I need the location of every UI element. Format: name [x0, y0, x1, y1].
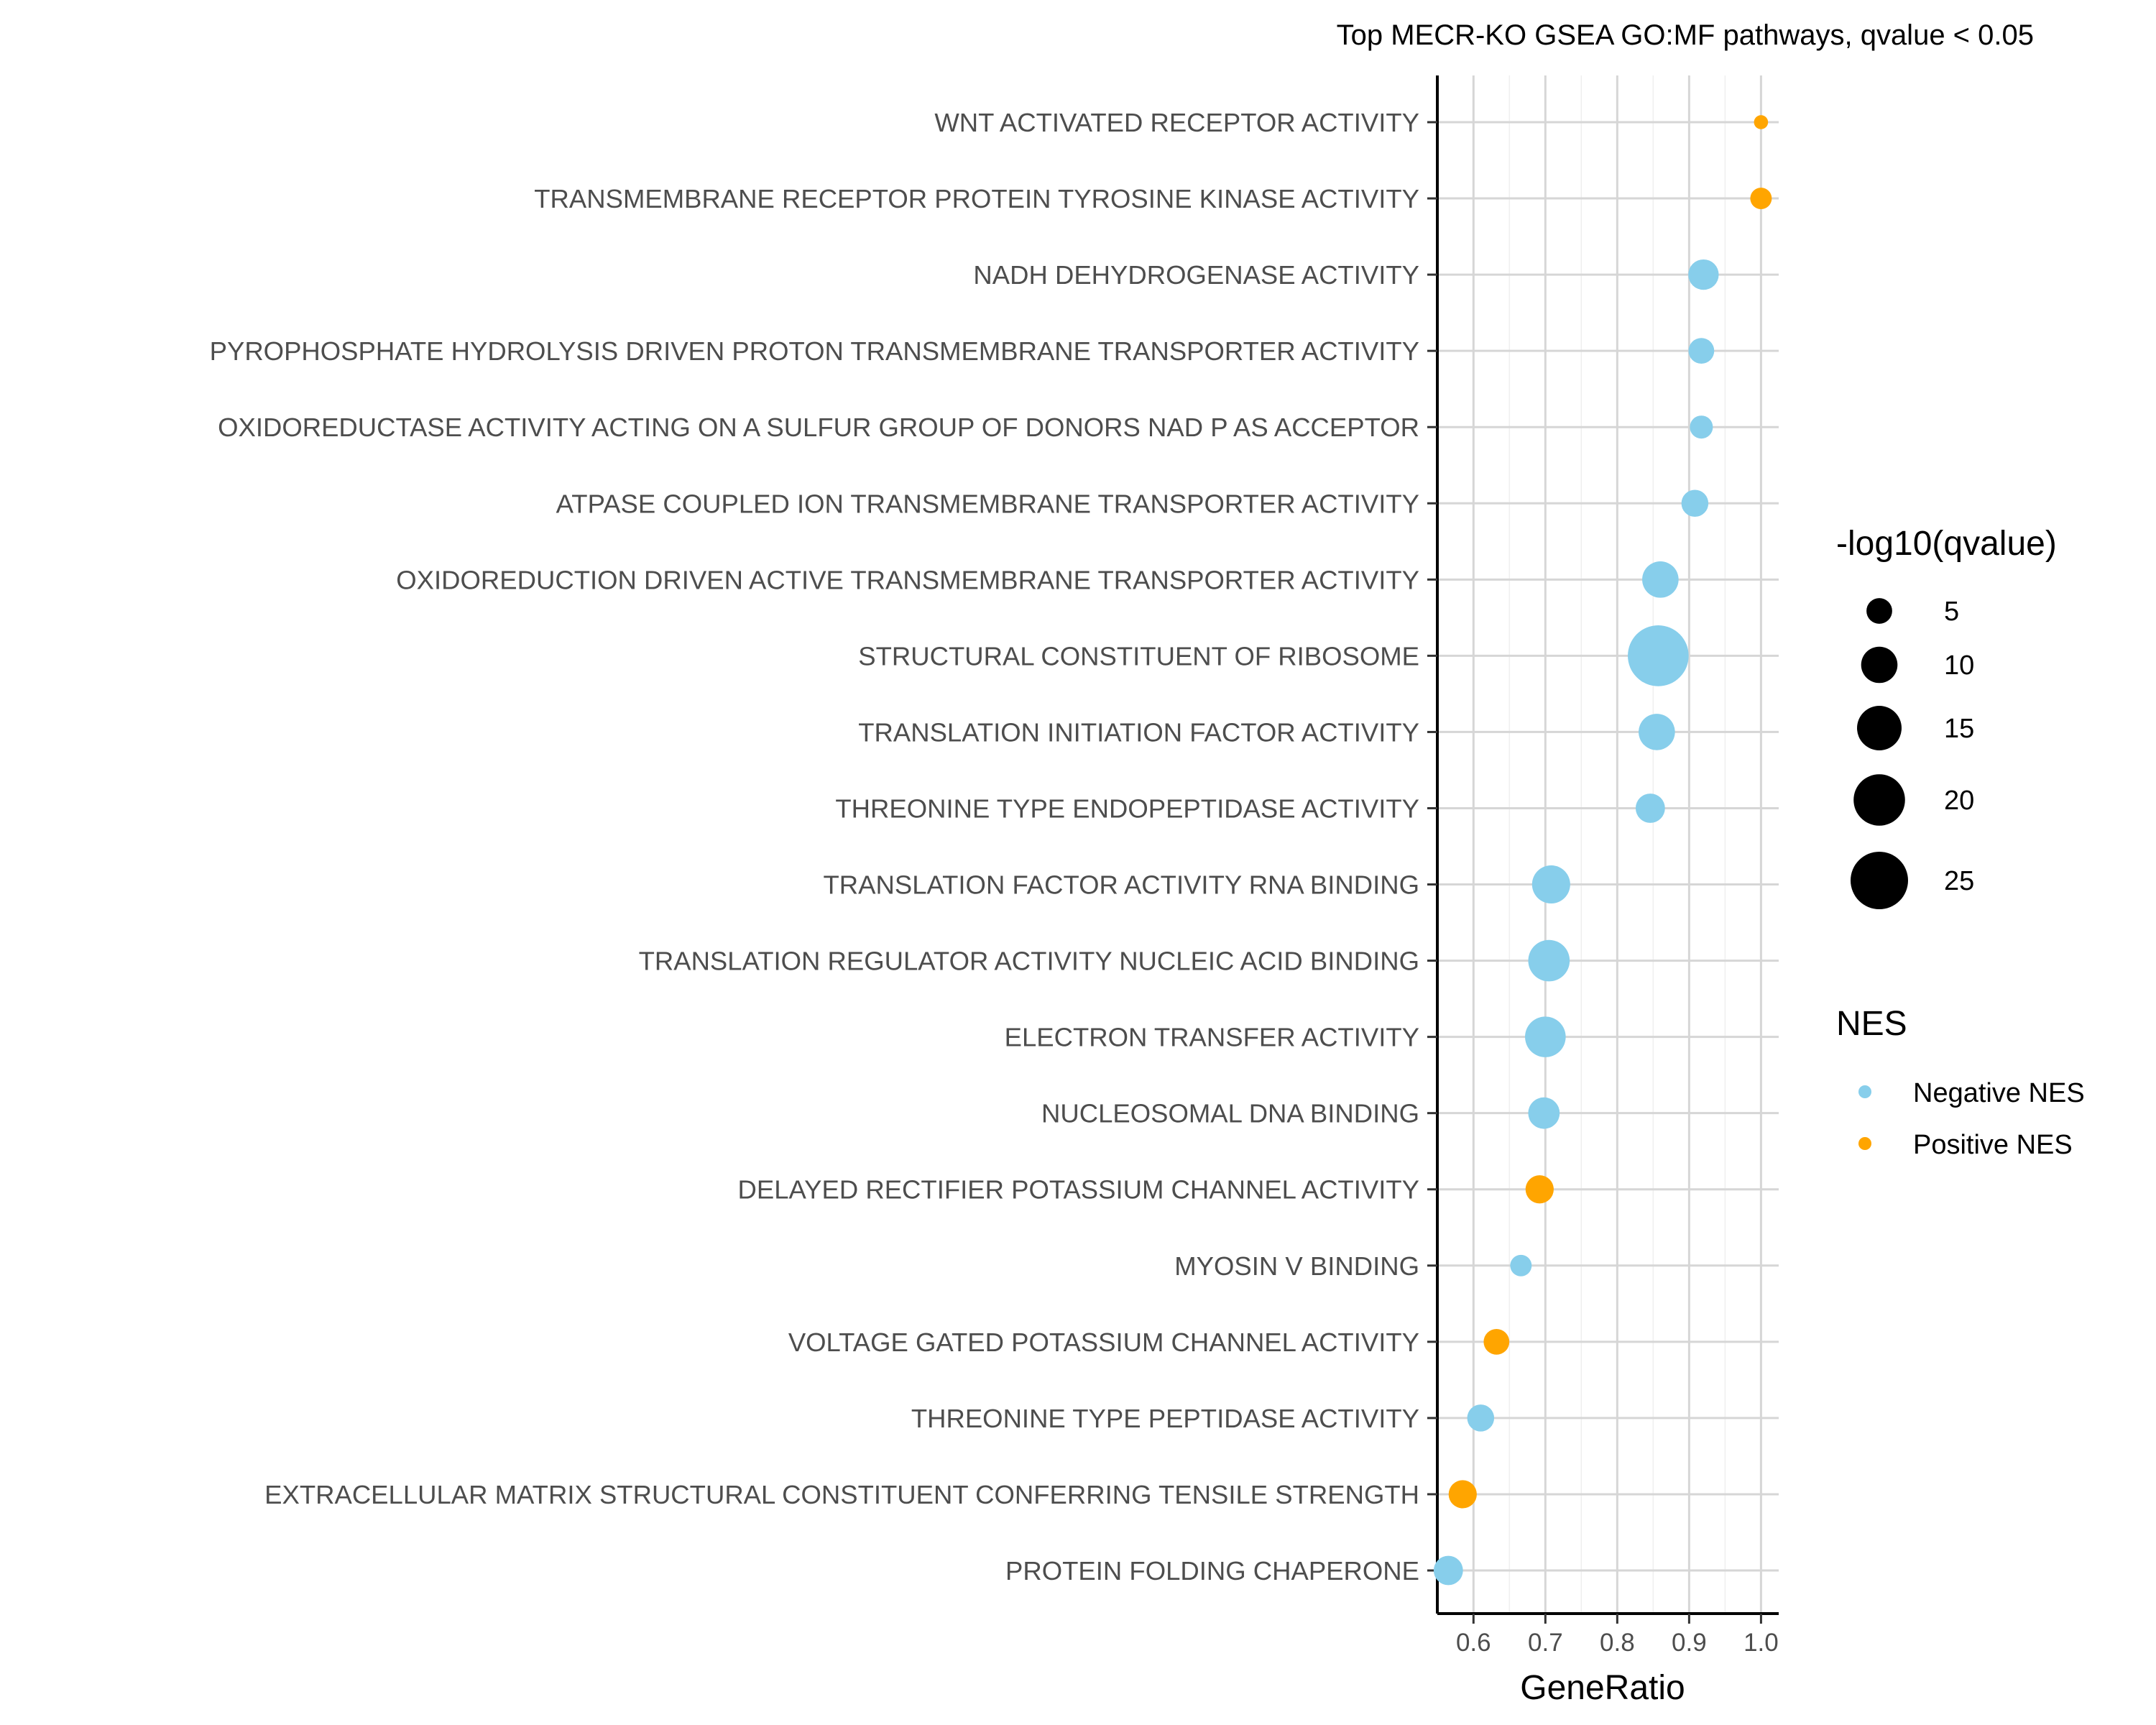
data-point: [1525, 1175, 1554, 1204]
x-tick-label: 1.0: [1743, 1629, 1779, 1657]
color-legend-key: [1858, 1085, 1871, 1098]
x-tick-labels: 0.6 0.7 0.8 0.9 1.0: [1456, 1629, 1779, 1657]
data-point: [1750, 188, 1772, 210]
size-legend-key: [1861, 646, 1898, 684]
size-legend-title: -log10(qvalue): [1836, 525, 2057, 563]
size-legend-key: [1857, 706, 1902, 750]
data-point: [1754, 115, 1769, 129]
data-point: [1528, 1097, 1560, 1129]
pathway-label: PYROPHOSPHATE HYDROLYSIS DRIVEN PROTON T…: [210, 336, 1419, 366]
pathway-label: THREONINE TYPE PEPTIDASE ACTIVITY: [911, 1404, 1419, 1433]
data-point: [1510, 1254, 1532, 1276]
data-point: [1483, 1328, 1510, 1355]
size-legend-label: 15: [1944, 714, 1974, 744]
data-point: [1448, 1480, 1477, 1509]
data-point: [1688, 259, 1719, 290]
pathway-label: WNT ACTIVATED RECEPTOR ACTIVITY: [934, 108, 1419, 137]
x-tick-label: 0.7: [1528, 1629, 1563, 1657]
data-point: [1528, 939, 1570, 982]
data-point: [1688, 338, 1715, 364]
pathway-label: NUCLEOSOMAL DNA BINDING: [1041, 1099, 1419, 1128]
data-point: [1639, 714, 1675, 750]
pathway-label: TRANSLATION FACTOR ACTIVITY RNA BINDING: [823, 870, 1419, 900]
pathway-label: THREONINE TYPE ENDOPEPTIDASE ACTIVITY: [835, 794, 1419, 823]
data-point: [1681, 489, 1709, 518]
data-point: [1690, 415, 1713, 439]
data-points: [1433, 115, 1772, 1586]
pathway-label: ELECTRON TRANSFER ACTIVITY: [1005, 1023, 1419, 1052]
chart-title: Top MECR-KO GSEA GO:MF pathways, qvalue …: [1337, 19, 2034, 51]
size-legend-label: 10: [1944, 650, 1974, 681]
grid-lines: [1437, 75, 1779, 1614]
x-tick-label: 0.6: [1456, 1629, 1491, 1657]
data-point: [1531, 865, 1570, 904]
pathway-label: TRANSLATION INITIATION FACTOR ACTIVITY: [858, 717, 1419, 747]
pathway-label: VOLTAGE GATED POTASSIUM CHANNEL ACTIVITY: [788, 1328, 1419, 1357]
color-legend-label: Negative NES: [1913, 1078, 2085, 1108]
data-point: [1628, 625, 1689, 686]
pathway-label: PROTEIN FOLDING CHAPERONE: [1005, 1556, 1419, 1586]
data-point: [1467, 1404, 1495, 1432]
x-tick-label: 0.8: [1600, 1629, 1635, 1657]
pathway-label: DELAYED RECTIFIER POTASSIUM CHANNEL ACTI…: [738, 1175, 1419, 1205]
size-legend-key: [1853, 774, 1905, 826]
color-legend: NES Negative NES Positive NES: [1836, 1005, 2085, 1160]
color-legend-key: [1858, 1137, 1871, 1150]
pathway-label: ATPASE COUPLED ION TRANSMEMBRANE TRANSPO…: [556, 489, 1419, 518]
size-legend-label: 20: [1944, 786, 1974, 816]
pathway-label: OXIDOREDUCTASE ACTIVITY ACTING ON A SULF…: [218, 413, 1419, 442]
pathway-label: NADH DEHYDROGENASE ACTIVITY: [973, 260, 1419, 290]
pathway-label: STRUCTURAL CONSTITUENT OF RIBOSOME: [858, 641, 1419, 671]
data-point: [1642, 561, 1679, 598]
data-point: [1433, 1555, 1463, 1586]
pathway-label: TRANSLATION REGULATOR ACTIVITY NUCLEIC A…: [639, 947, 1419, 976]
size-legend-label: 5: [1944, 597, 1959, 627]
color-legend-title: NES: [1836, 1005, 1907, 1043]
pathway-label: TRANSMEMBRANE RECEPTOR PROTEIN TYROSINE …: [534, 184, 1419, 213]
color-legend-label: Positive NES: [1913, 1130, 2073, 1160]
pathway-label: MYOSIN V BINDING: [1174, 1251, 1419, 1281]
pathway-labels: WNT ACTIVATED RECEPTOR ACTIVITY TRANSMEMB…: [210, 108, 1419, 1586]
size-legend-key: [1866, 598, 1892, 624]
size-legend: -log10(qvalue) 5 10 15 20 25: [1836, 525, 2057, 909]
size-legend-label: 25: [1944, 866, 1974, 896]
axes: [1427, 75, 1779, 1624]
x-axis-title: GeneRatio: [1520, 1669, 1685, 1707]
x-tick-label: 0.9: [1672, 1629, 1707, 1657]
pathway-label: EXTRACELLULAR MATRIX STRUCTURAL CONSTITU…: [264, 1480, 1419, 1509]
data-point: [1635, 794, 1665, 823]
pathway-label: OXIDOREDUCTION DRIVEN ACTIVE TRANSMEMBRA…: [396, 565, 1419, 594]
size-legend-key: [1851, 852, 1908, 909]
data-point: [1525, 1016, 1566, 1057]
